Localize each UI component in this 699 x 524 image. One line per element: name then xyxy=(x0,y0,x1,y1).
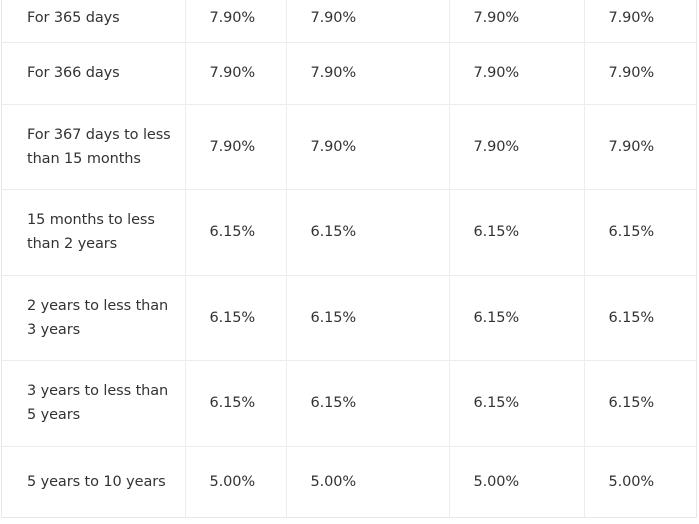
rate-cell: 7.90% xyxy=(583,103,696,189)
table-row: For 366 days 7.90% 7.90% 7.90% 7.90% xyxy=(2,41,696,104)
tenure-cell: 15 months to less than 2 years xyxy=(2,188,185,275)
rate-cell: 7.90% xyxy=(583,0,696,42)
rate-cell: 6.15% xyxy=(184,359,286,446)
rate-cell: 6.15% xyxy=(448,359,584,446)
rate-cell: 7.90% xyxy=(448,103,584,189)
tenure-cell: For 365 days xyxy=(27,9,120,26)
tenure-cell: 2 years to less than 3 years xyxy=(2,274,185,360)
rate-cell: 6.15% xyxy=(285,274,449,360)
rate-cell: 6.15% xyxy=(583,188,696,275)
rate-cell: 7.90% xyxy=(285,41,449,104)
table-row: For 367 days to less than 15 months 7.90… xyxy=(2,103,696,189)
rate-cell: 5.00% xyxy=(285,445,449,517)
rate-cell: 5.00% xyxy=(448,445,584,517)
rate-cell: 6.15% xyxy=(583,274,696,360)
table-row: 2 years to less than 3 years 6.15% 6.15%… xyxy=(2,274,696,360)
rate-cell: 5.00% xyxy=(583,445,696,517)
rate-cell: 6.15% xyxy=(184,274,286,360)
rate-cell: 6.15% xyxy=(285,359,449,446)
tenure-cell: For 367 days to less than 15 months xyxy=(2,103,185,189)
rate-cell: 7.90% xyxy=(285,0,449,42)
table-row: 5 years to 10 years 5.00% 5.00% 5.00% 5.… xyxy=(2,445,696,517)
rate-cell: 6.15% xyxy=(448,274,584,360)
rate-cell: 6.15% xyxy=(184,188,286,275)
rate-cell: 7.90% xyxy=(448,41,584,104)
rate-cell: 7.90% xyxy=(184,41,286,104)
tenure-cell: 5 years to 10 years xyxy=(2,445,185,517)
tenure-cell: For 366 days xyxy=(2,41,185,104)
rate-cell: 7.90% xyxy=(583,41,696,104)
tenure-cell: 3 years to less than 5 years xyxy=(2,359,185,446)
rate-cell: 6.15% xyxy=(583,359,696,446)
rate-cell: 6.15% xyxy=(448,188,584,275)
rate-cell: 7.90% xyxy=(285,103,449,189)
rate-cell: 7.90% xyxy=(448,0,584,42)
rate-cell: 5.00% xyxy=(184,445,286,517)
table-row: For 365 days 7.90% 7.90% 7.90% 7.90% xyxy=(2,0,696,42)
table-row: 3 years to less than 5 years 6.15% 6.15%… xyxy=(2,359,696,446)
table-row: 15 months to less than 2 years 6.15% 6.1… xyxy=(2,188,696,275)
rate-cell: 7.90% xyxy=(184,0,286,42)
rate-cell: 7.90% xyxy=(184,103,286,189)
rate-cell: 6.15% xyxy=(285,188,449,275)
